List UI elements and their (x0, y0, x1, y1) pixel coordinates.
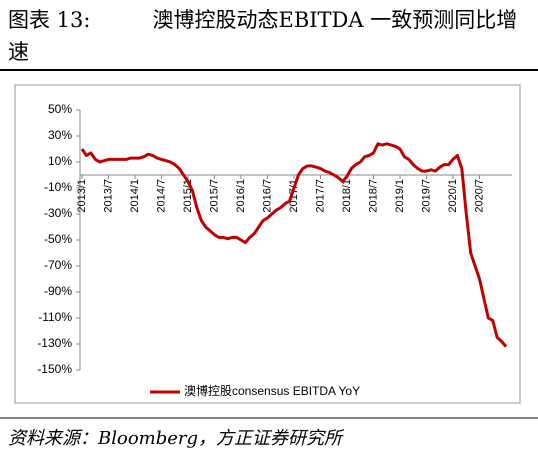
y-tick-label: -130% (37, 336, 72, 350)
x-tick-label: 2017/7 (314, 179, 326, 213)
y-tick-label: -110% (38, 310, 72, 324)
x-tick-label: 2018/1 (341, 179, 353, 213)
y-tick-label: 10% (48, 154, 72, 168)
x-tick-label: 2013/7 (102, 179, 114, 213)
x-tick-label: 2014/1 (129, 179, 141, 213)
source: 资料来源：Bloomberg，方正证券研究所 (8, 428, 345, 449)
x-tick-label: 2019/7 (420, 179, 432, 213)
header: 图表 13: 澳博控股动态EBITDA 一致预测同比增速 (8, 4, 533, 68)
title: 澳博控股动态EBITDA 一致预测同比增速 (8, 8, 518, 64)
y-tick-label: -30% (44, 206, 72, 220)
x-tick-label: 2016/1 (235, 179, 247, 213)
title-label: 图表 13: (8, 8, 91, 32)
y-tick-label: -90% (44, 284, 72, 298)
chart-frame (14, 84, 521, 404)
legend-label: 澳博控股consensus EBITDA YoY (184, 383, 360, 398)
y-tick-label: -150% (37, 362, 72, 376)
x-tick-label: 2019/1 (394, 179, 406, 213)
y-tick-label: -10% (44, 180, 72, 194)
y-tick-label: -70% (44, 258, 72, 272)
x-tick-label: 2017/1 (288, 179, 300, 213)
x-tick-label: 2013/1 (76, 179, 88, 213)
y-tick-label: 30% (48, 128, 72, 142)
x-tick-label: 2015/7 (208, 179, 220, 213)
x-tick-label: 2020/7 (473, 179, 485, 213)
x-tick-label: 2014/7 (155, 179, 167, 213)
x-tick-label: 2018/7 (367, 179, 379, 213)
line-series (80, 142, 508, 348)
y-tick-label: -50% (44, 232, 72, 246)
x-tick-label: 2016/7 (261, 179, 273, 213)
x-tick-label: 2020/1 (447, 179, 459, 213)
y-tick-label: 50% (48, 102, 72, 116)
